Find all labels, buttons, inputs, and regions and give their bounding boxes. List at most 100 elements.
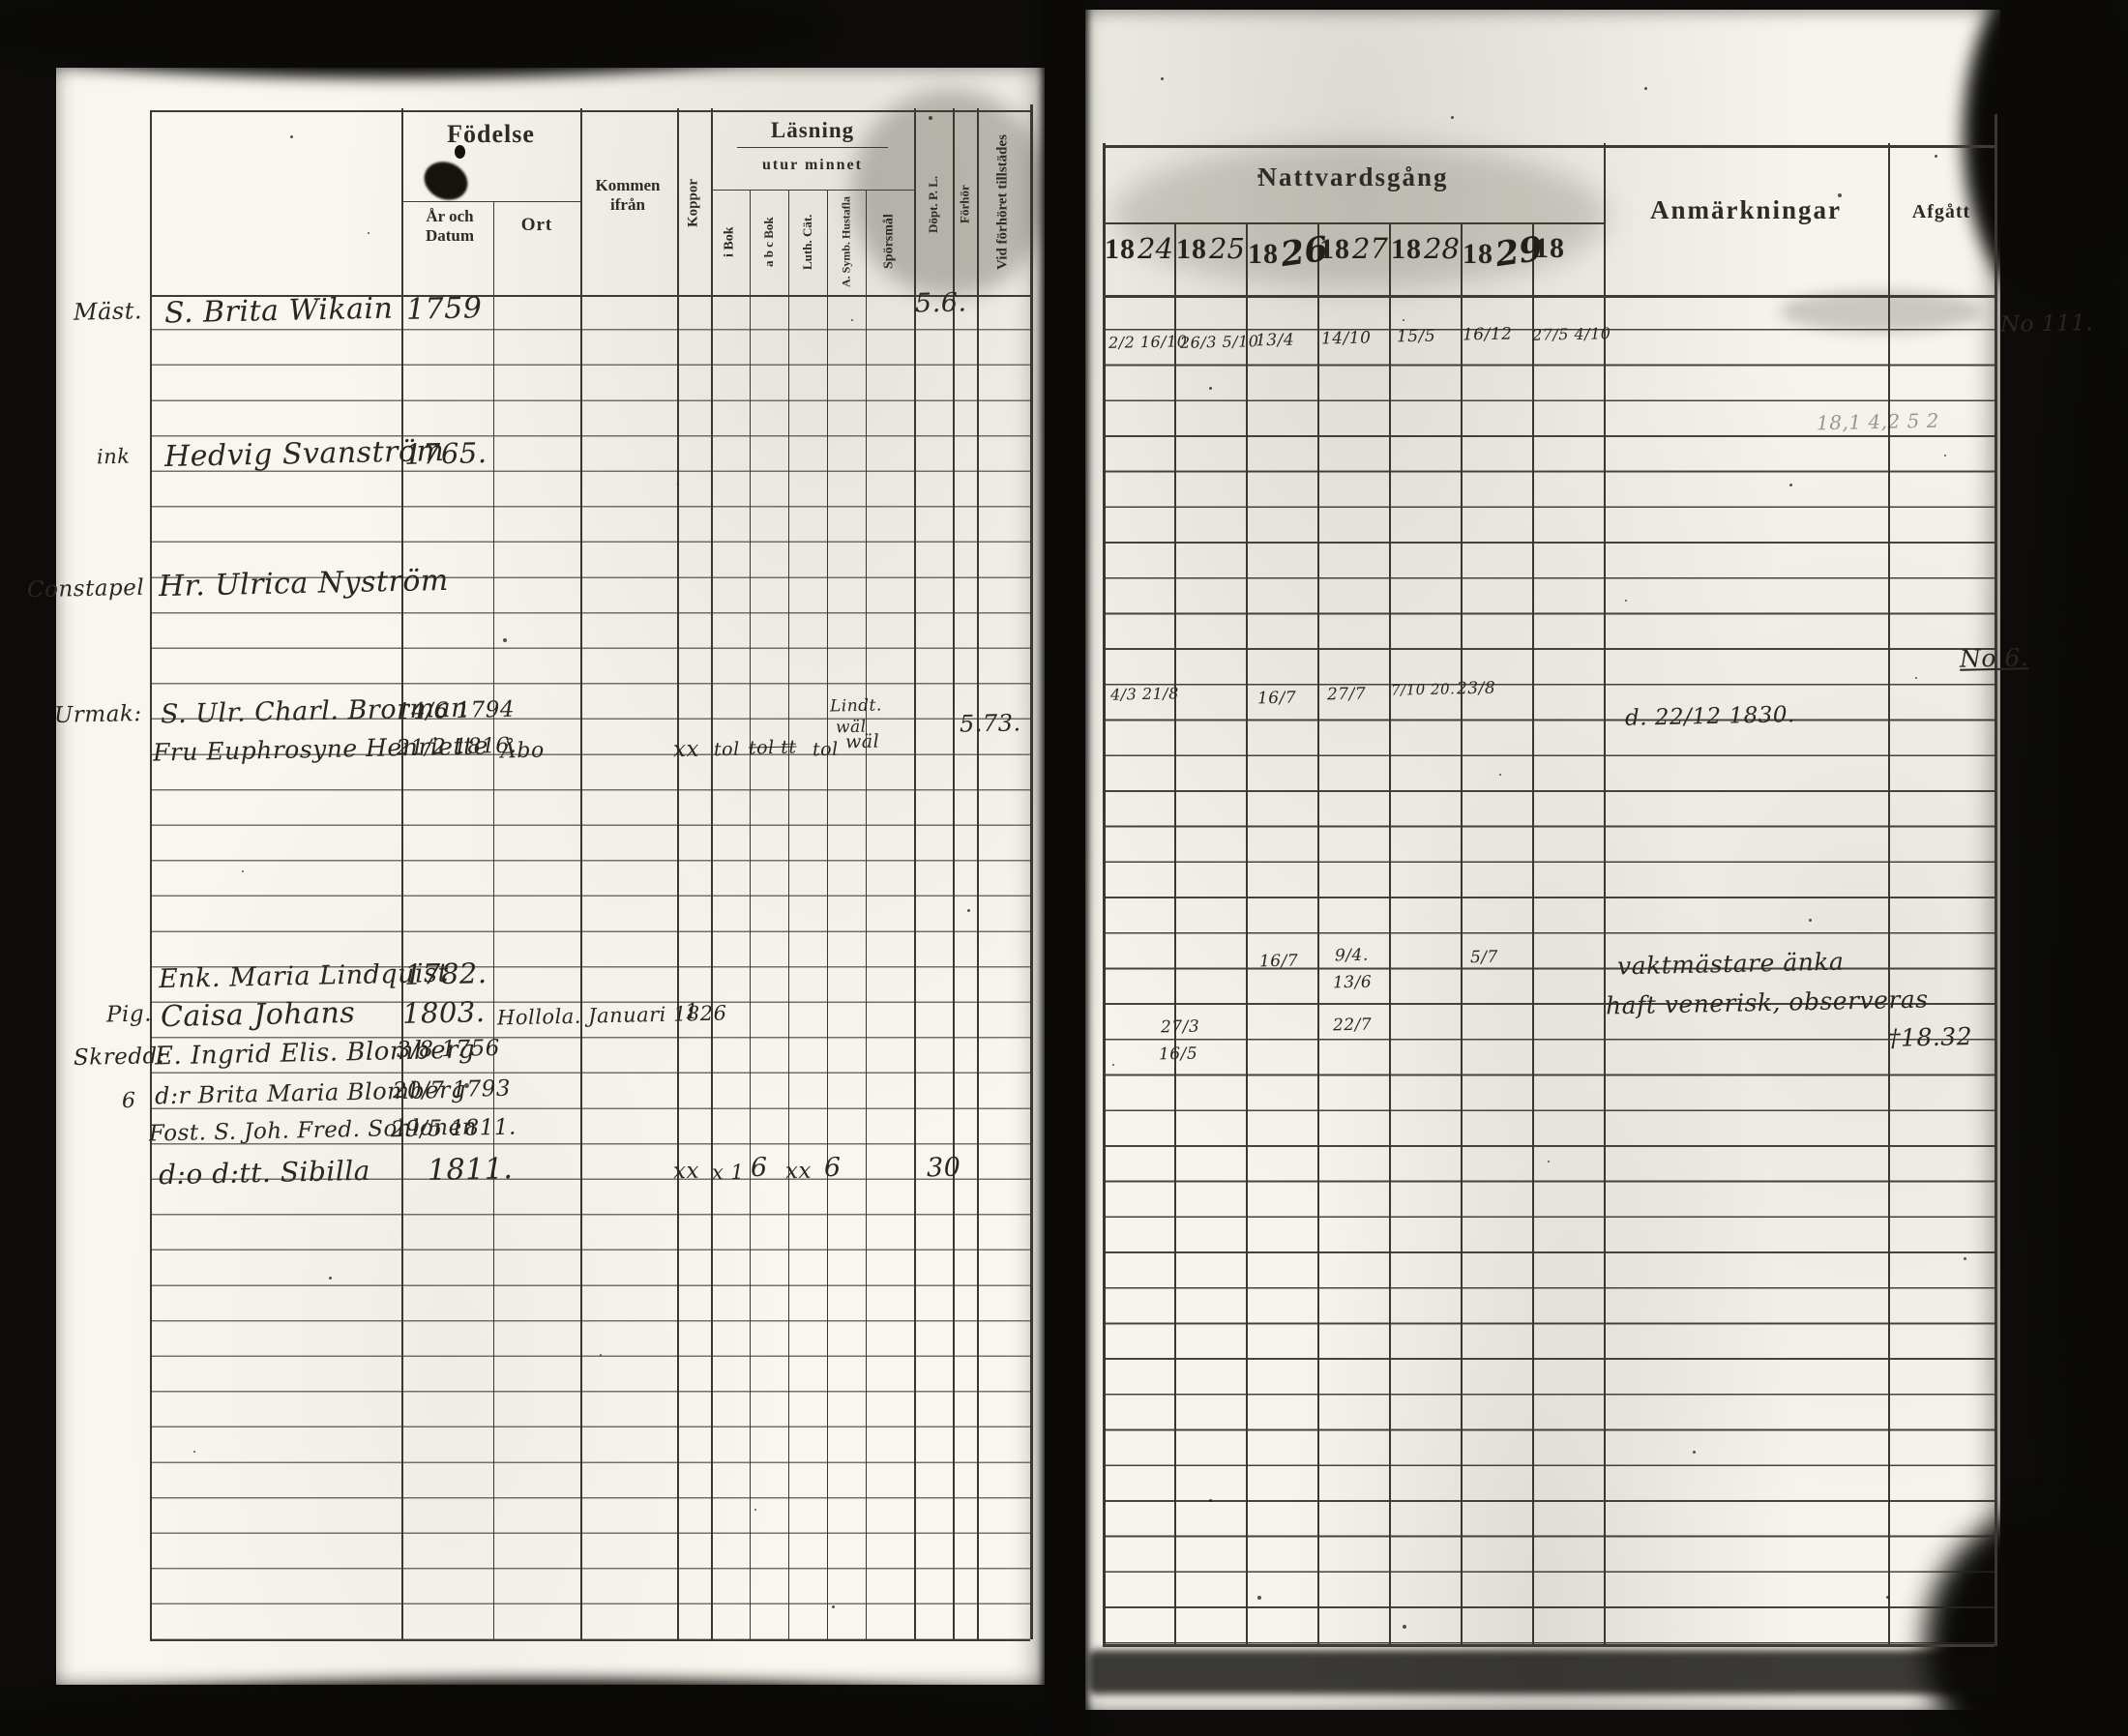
column-header-a-b-c-bok: a b c Bok [761, 217, 777, 267]
handwritten-entry: xx [672, 736, 700, 763]
grid-line [493, 201, 494, 1639]
handwritten-entry: 26/3 5/10 [1179, 332, 1259, 352]
handwritten-entry: Hr. Ulrica Nyström [158, 563, 450, 604]
handwritten-entry: S. Brita Wikain [163, 291, 394, 331]
grid-line [1461, 222, 1463, 1646]
header-utur-minnet: utur minnet [762, 157, 863, 173]
handwritten-entry: 16/7 [1256, 688, 1297, 709]
grid-line [711, 108, 713, 1639]
year-header-cell: 18 25 [1176, 232, 1246, 294]
year-header-cell: 18 27 [1319, 232, 1389, 294]
handwritten-entry: Hedvig Svanström [163, 433, 445, 475]
handwritten-entry: ink [96, 444, 131, 469]
handwritten-entry: vaktmästare änka [1616, 947, 1845, 981]
year-written: 27 [1352, 232, 1388, 265]
grid-line [1103, 143, 1106, 1646]
grid-line [1389, 222, 1391, 1646]
handwritten-entry: †18.32 [1887, 1022, 1973, 1052]
torn-edge [0, 0, 822, 77]
column-header-f-rh-r: Förhör [957, 185, 972, 223]
grid-line [788, 190, 789, 1639]
year-printed: 18 [1248, 238, 1279, 270]
grid-line [866, 190, 867, 1639]
grid-line [150, 1639, 1030, 1641]
handwritten-entry: d. 22/12 1830. [1624, 702, 1796, 731]
grid-line [1317, 222, 1319, 1646]
grid-line [953, 108, 955, 1639]
handwritten-entry: No 111. [1999, 309, 2094, 338]
handwritten-entry: 27/7 [1326, 684, 1367, 705]
year-written: 25 [1209, 232, 1245, 265]
handwritten-entry: 21/2 1816. [396, 733, 517, 761]
handwritten-entry: 2/2 16/10 [1108, 332, 1188, 352]
header-anmarkningar: Anmärkningar [1649, 195, 1843, 224]
handwritten-entry: 13/4 [1255, 330, 1295, 351]
handwritten-entry: 14/10 [1320, 328, 1372, 349]
handwritten-entry: 27/3 [1160, 1016, 1200, 1038]
column-header-a-symb-hustafla: A. Symb. Hustafla [839, 196, 853, 288]
handwritten-entry: 1 [684, 999, 699, 1025]
header-kommen-ifran: Kommen ifrån [595, 176, 661, 214]
grid-line [1888, 143, 1890, 1646]
grid-line [737, 147, 888, 148]
handwritten-entry: 23/8 [1456, 678, 1496, 699]
handwritten-entry: 22/7 [1332, 1015, 1373, 1036]
handwritten-entry: tol [713, 738, 740, 761]
handwritten-entry: 30 [926, 1152, 961, 1184]
grid-line [1030, 104, 1033, 1639]
column-header-koppor: Koppor [685, 179, 701, 228]
handwritten-entry: 1811. [427, 1152, 514, 1188]
handwritten-entry: 3/8 1756 [396, 1035, 501, 1064]
handwritten-entry: Mäst. [73, 297, 143, 326]
handwritten-entry: No 6. [1959, 643, 2029, 673]
handwritten-entry: 9/4. [1334, 945, 1369, 966]
header-afgatt: Afgått [1911, 201, 1971, 222]
column-header-vid-f-rh-ret-tillst-des: Vid förhöret tillstädes [994, 134, 1011, 270]
year-header-cell: 18 28 [1391, 232, 1461, 294]
handwritten-entry: 1782. [403, 956, 488, 991]
handwritten-entry: Caisa Johans [160, 995, 356, 1035]
handwritten-entry: 1803. [401, 995, 486, 1030]
handwritten-entry: Urmak: [53, 701, 142, 728]
handwritten-entry: 16/12 [1462, 324, 1513, 345]
grid-line [1246, 222, 1248, 1646]
year-printed: 18 [1319, 233, 1350, 265]
torn-edge [0, 1681, 1093, 1736]
grid-line [827, 190, 828, 1639]
grid-line [401, 201, 580, 202]
handwritten-entry: Pig. [105, 1001, 153, 1028]
column-header-luth-c-t-: Luth. Cät. [800, 214, 815, 270]
handwritten-entry: 18,1 4,2 5 2 [1816, 408, 1940, 435]
handwritten-entry: 6 [750, 1152, 769, 1184]
grid-line [1103, 222, 1604, 224]
handwritten-entry: tol [812, 738, 839, 761]
handwritten-entry: 1765. [403, 436, 488, 471]
column-header-i-bok: i Bok [722, 226, 737, 257]
handwritten-entry: 27/5 4/10 [1531, 324, 1611, 344]
header-lasning: Läsning [770, 118, 855, 142]
handwritten-entry: d:o d:tt. Sibilla [158, 1154, 371, 1192]
handwritten-entry: tol tt [748, 736, 797, 759]
year-header-cell: 18 24 [1105, 232, 1174, 294]
year-printed: 18 [1534, 232, 1565, 264]
handwritten-entry: wäl [844, 730, 880, 753]
year-written: 28 [1424, 232, 1460, 265]
header-ort: Ort [520, 215, 553, 235]
grid-line [1604, 143, 1606, 1646]
handwritten-entry: Lindt. [829, 695, 883, 717]
handwritten-entry: Constapel [26, 574, 145, 603]
handwritten-entry: 7/10 20. [1390, 680, 1456, 699]
handwritten-entry: 20/7 1793 [392, 1075, 512, 1104]
handwritten-entry: xx [784, 1158, 813, 1185]
year-printed: 18 [1176, 233, 1207, 265]
grid-line [580, 108, 582, 1639]
grid-line [150, 110, 152, 1639]
handwritten-entry: 16/5 [1158, 1044, 1198, 1065]
handwritten-entry: Åbo [500, 738, 545, 764]
page-gutter [1043, 0, 1087, 1736]
grid-line [1532, 222, 1534, 1646]
year-header-cell: 18 [1534, 232, 1604, 294]
handwritten-entry: 13/6 [1332, 972, 1373, 993]
grid-line [150, 295, 1030, 297]
